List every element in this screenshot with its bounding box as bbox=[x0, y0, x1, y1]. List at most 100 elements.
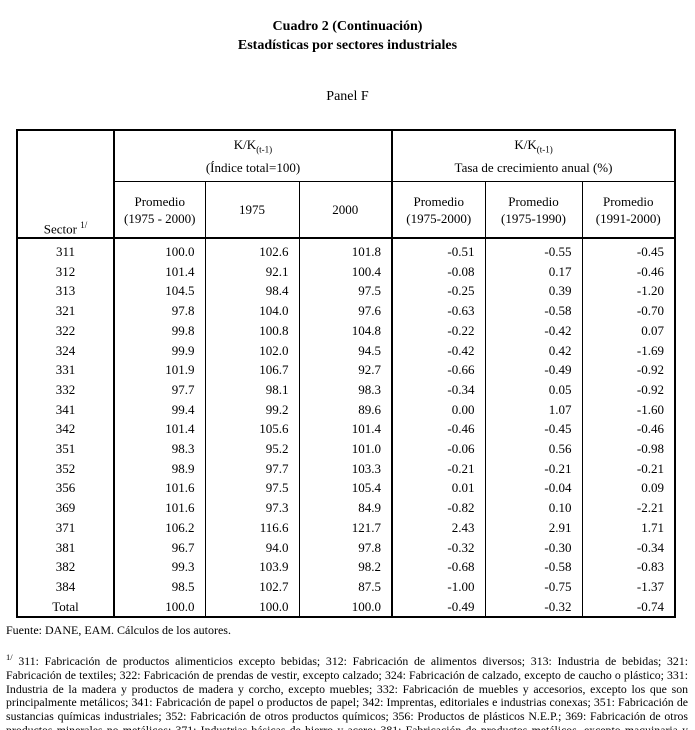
value-cell-growth-1975-2000: -0.82 bbox=[392, 498, 486, 518]
value-cell-growth-1975-2000: -0.68 bbox=[392, 557, 486, 577]
table-header: Sector 1/ K/K(t-1) (Índice total=100) K/… bbox=[17, 130, 676, 239]
value-cell-growth-1991-2000: 0.07 bbox=[641, 322, 665, 338]
table-row: 382 99.3 103.9 98.2 -0.68 -0.58 -0.83 bbox=[17, 557, 675, 577]
col-header-promedio-1975-2000-growth: Promedio (1975-2000) bbox=[392, 181, 486, 239]
value-cell-index-promedio: 106.2 bbox=[114, 517, 206, 538]
value-cell-growth-1991-2000: -0.21 bbox=[636, 460, 665, 476]
sector-cell: 352 bbox=[17, 458, 115, 479]
table-row: 324 99.9 102.0 94.5 -0.42 0.42 -1.69 bbox=[17, 340, 675, 361]
table-row: 352 98.9 97.7 103.3 -0.21 -0.21 -0.21 bbox=[17, 458, 675, 479]
table-row: 371 106.2 116.6 121.7 2.43 2.91 1.71 bbox=[17, 517, 675, 538]
value-cell-growth-1991-2000: 0.09 bbox=[641, 480, 665, 496]
value-cell-2000: 100.4 bbox=[299, 261, 393, 282]
value-cell-1975: 106.7 bbox=[205, 360, 300, 380]
value-cell-2000: 89.6 bbox=[299, 399, 393, 420]
value-cell-growth-1975-2000: -0.49 bbox=[392, 596, 486, 618]
group2-formula: K/K(t-1) bbox=[393, 136, 674, 159]
value-cell-2000: 97.6 bbox=[299, 301, 393, 321]
value-cell-2000: 101.0 bbox=[299, 439, 393, 459]
value-cell-growth-1991-2000: -1.20 bbox=[636, 283, 665, 299]
value-cell-2000: 101.4 bbox=[299, 419, 393, 440]
value-cell-index-promedio: 98.3 bbox=[114, 439, 206, 459]
value-cell-growth-1975-2000: 0.00 bbox=[392, 399, 486, 420]
value-cell-growth-1975-1990: -0.45 bbox=[485, 419, 583, 440]
value-cell-growth-1991-2000: -0.92 bbox=[636, 362, 665, 378]
value-cell-1975: 98.4 bbox=[205, 281, 300, 302]
value-cell-growth-1975-1990: -0.55 bbox=[485, 238, 583, 262]
value-cell-2000: 98.3 bbox=[299, 379, 393, 400]
group2-formula-sub: (t-1) bbox=[536, 144, 553, 155]
group2-formula-base: K/K bbox=[514, 137, 537, 153]
value-cell-1975: 102.0 bbox=[205, 340, 300, 361]
value-cell-1975: 104.0 bbox=[205, 301, 300, 321]
sector-footnote-mark: 1/ bbox=[80, 219, 88, 230]
value-cell-growth-1975-1990: -0.58 bbox=[485, 301, 583, 321]
value-cell-growth-1975-1990: -0.04 bbox=[485, 478, 583, 499]
value-cell-index-promedio: 97.7 bbox=[114, 379, 206, 400]
value-cell-growth-1991-2000: -0.92 bbox=[636, 381, 665, 397]
value-cell-2000: 84.9 bbox=[299, 498, 393, 518]
value-cell-growth-1975-1990: -0.58 bbox=[485, 557, 583, 577]
sector-cell: 322 bbox=[17, 320, 115, 341]
value-cell-growth-1975-1990: 0.10 bbox=[485, 498, 583, 518]
value-cell-growth-1975-2000: -0.46 bbox=[392, 419, 486, 440]
sector-cell: 311 bbox=[17, 238, 115, 262]
sector-cell: 369 bbox=[17, 498, 115, 518]
statistics-table: Sector 1/ K/K(t-1) (Índice total=100) K/… bbox=[16, 129, 677, 619]
value-cell-growth-1991-2000: -1.69 bbox=[636, 342, 665, 358]
value-cell-growth-1975-1990: -0.42 bbox=[485, 320, 583, 341]
value-cell-1975: 100.8 bbox=[205, 320, 300, 341]
col-header-promedio-1991-2000: Promedio (1991-2000) bbox=[582, 181, 676, 239]
value-cell-index-promedio: 101.6 bbox=[114, 498, 206, 518]
value-cell-2000: 100.0 bbox=[299, 596, 393, 618]
table-row: 313 104.5 98.4 97.5 -0.25 0.39 -1.20 bbox=[17, 281, 675, 302]
sector-cell: 313 bbox=[17, 281, 115, 302]
table-row: 311 100.0 102.6 101.8 -0.51 -0.55 -0.45 bbox=[17, 238, 675, 262]
value-cell-index-promedio: 101.9 bbox=[114, 360, 206, 380]
value-cell-index-promedio: 104.5 bbox=[114, 281, 206, 302]
value-cell-growth-1991-2000: -0.45 bbox=[636, 244, 665, 259]
value-cell-growth-1991-2000: -0.83 bbox=[636, 559, 665, 575]
table-row: Total 100.0 100.0 100.0 -0.49 -0.32 -0.7… bbox=[17, 596, 675, 618]
col-header-promedio-1975-2000-index: Promedio (1975 - 2000) bbox=[114, 181, 206, 239]
value-cell-growth-1975-2000: -0.32 bbox=[392, 537, 486, 558]
table-row: 369 101.6 97.3 84.9 -0.82 0.10 -2.21 bbox=[17, 498, 675, 518]
value-cell-index-promedio: 97.8 bbox=[114, 301, 206, 321]
value-cell-2000: 97.8 bbox=[299, 537, 393, 558]
value-cell-growth-1975-1990: 0.17 bbox=[485, 261, 583, 282]
value-cell-growth-1991-2000: -1.60 bbox=[636, 401, 665, 417]
value-cell-growth-1991-2000: -0.46 bbox=[636, 421, 665, 437]
value-cell-growth-1975-1990: 0.39 bbox=[485, 281, 583, 302]
table-row: 331 101.9 106.7 92.7 -0.66 -0.49 -0.92 bbox=[17, 360, 675, 380]
value-cell-growth-1991-2000: -0.46 bbox=[636, 263, 665, 279]
table-row: 351 98.3 95.2 101.0 -0.06 0.56 -0.98 bbox=[17, 439, 675, 459]
value-cell-1975: 102.6 bbox=[205, 238, 300, 262]
value-cell-index-promedio: 98.5 bbox=[114, 576, 206, 597]
value-cell-growth-1975-2000: -0.51 bbox=[392, 238, 486, 262]
value-cell-index-promedio: 98.9 bbox=[114, 458, 206, 479]
table-row: 312 101.4 92.1 100.4 -0.08 0.17 -0.46 bbox=[17, 261, 675, 282]
value-cell-2000: 97.5 bbox=[299, 281, 393, 302]
value-cell-1975: 94.0 bbox=[205, 537, 300, 558]
value-cell-growth-1975-2000: -0.08 bbox=[392, 261, 486, 282]
value-cell-growth-1991-2000: -0.98 bbox=[636, 441, 665, 457]
group1-subtitle: (Índice total=100) bbox=[205, 159, 301, 175]
sector-cell: 381 bbox=[17, 537, 115, 558]
group1-formula-base: K/K bbox=[233, 137, 257, 153]
value-cell-growth-1991-2000: -0.74 bbox=[636, 598, 665, 614]
value-cell-growth-1975-1990: -0.75 bbox=[485, 576, 583, 597]
value-cell-1975: 116.6 bbox=[205, 517, 300, 538]
value-cell-2000: 98.2 bbox=[299, 557, 393, 577]
value-cell-growth-1975-1990: 0.05 bbox=[485, 379, 583, 400]
panel-label: Panel F bbox=[326, 89, 369, 104]
value-cell-1975: 92.1 bbox=[205, 261, 300, 282]
value-cell-growth-1991-2000: 1.71 bbox=[641, 519, 665, 535]
value-cell-growth-1975-2000: 0.01 bbox=[392, 478, 486, 499]
col-header-2000: 2000 bbox=[299, 181, 393, 239]
sector-cell: 312 bbox=[17, 261, 115, 282]
value-cell-growth-1975-2000: -0.63 bbox=[392, 301, 486, 321]
title-line-1: Cuadro 2 (Continuación) bbox=[272, 19, 423, 34]
value-cell-index-promedio: 101.4 bbox=[114, 261, 206, 282]
column-header-row: Promedio (1975 - 2000) 1975 2000 Promedi… bbox=[17, 181, 676, 239]
value-cell-1975: 97.3 bbox=[205, 498, 300, 518]
